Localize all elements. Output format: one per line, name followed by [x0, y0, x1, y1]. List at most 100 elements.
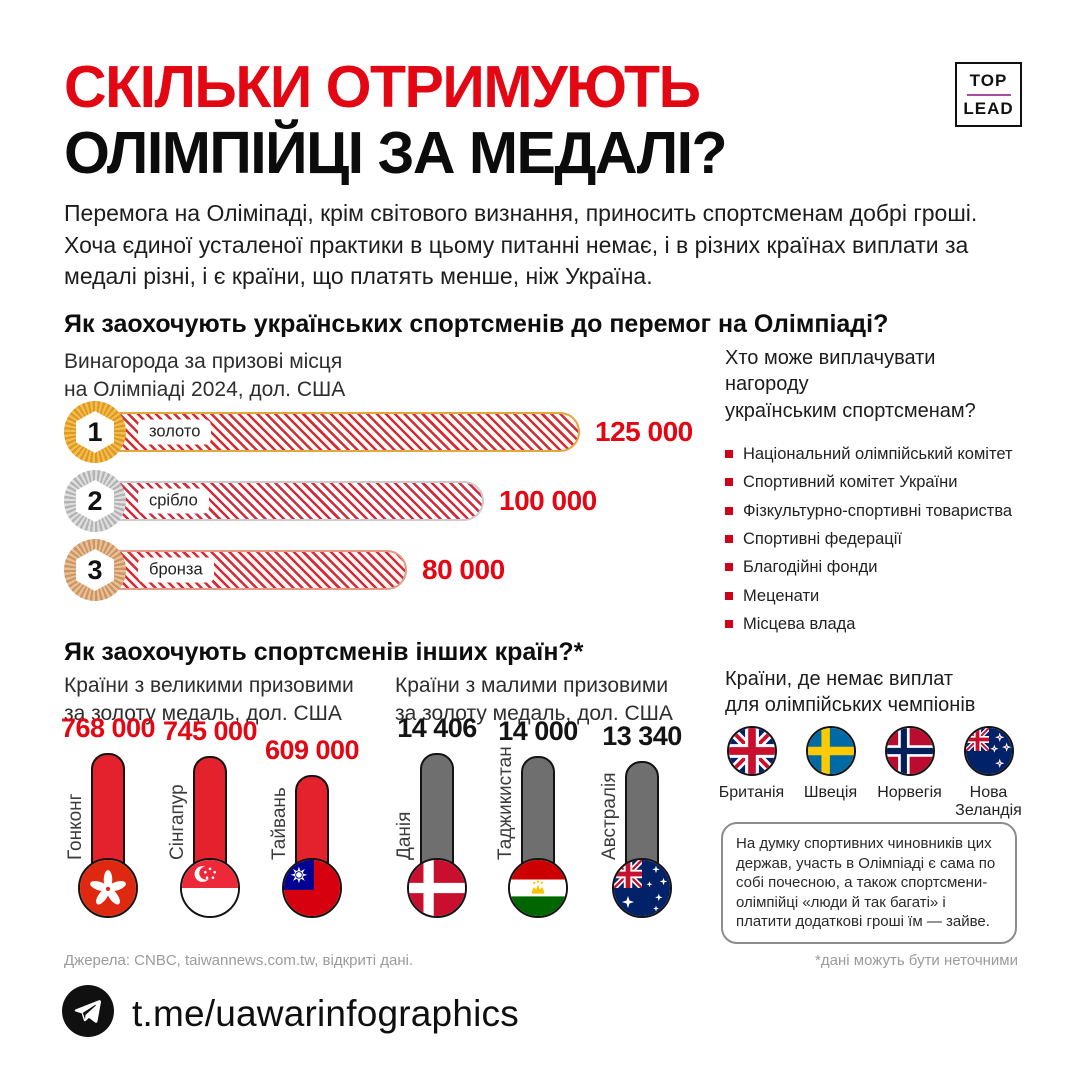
telegram-icon: [62, 985, 114, 1042]
medal-bar-silver: 2 срібло 100 000: [64, 470, 597, 532]
note-box: На думку спортивних чиновників цих держа…: [721, 822, 1017, 944]
singapore-flag-icon: [180, 858, 240, 918]
medal-chart-subtitle: Винагорода за призові місця на Олімпіаді…: [64, 348, 345, 405]
page-title-line1: СКІЛЬКИ ОТРИМУЮТЬ: [64, 54, 701, 120]
medal-chart-subtitle-line1: Винагорода за призові місця: [64, 350, 343, 373]
thermo-country-label: Данія: [394, 811, 415, 860]
payer-label: Фізкультурно-спортивні товариства: [743, 501, 1013, 520]
gold-medal-icon: 1: [64, 401, 126, 463]
bullet-icon: [725, 591, 733, 600]
payer-item: Спортивні федерації: [725, 530, 1021, 549]
silver-bar: срібло: [100, 481, 484, 521]
taiwan-flag-icon: [282, 858, 342, 918]
payer-label: Місцева влада: [743, 615, 856, 634]
thermo-value: 768 000: [60, 713, 156, 743]
gold-bar: золото: [100, 412, 580, 452]
new-zealand-flag-icon: [963, 726, 1014, 776]
payer-item: Національний олімпійський комітет: [725, 445, 1021, 464]
thermo-country-label: Сінгапур: [167, 784, 188, 860]
thermometer-australia: 13 340 Австралія: [582, 700, 702, 960]
bronze-bar-value: 80 000: [422, 554, 505, 585]
thermo-country-label: Тайвань: [269, 787, 290, 860]
small-prizes-subtitle-line1: Країни з малими призовими: [395, 674, 669, 697]
page-title-line2: ОЛІМПІЙЦІ ЗА МЕДАЛІ?: [64, 120, 728, 186]
payers-heading: Хто може виплачувати нагороду українськи…: [725, 345, 1021, 424]
bronze-bar: бронза: [100, 550, 407, 590]
country-label: Нова Зеландія: [955, 784, 1022, 820]
no-payout-heading-line1: Країни, де немає виплат: [725, 668, 954, 690]
denmark-flag-icon: [407, 858, 467, 918]
thermometer-denmark: 14 406 Данія: [377, 700, 497, 960]
bullet-icon: [725, 450, 733, 459]
payers-panel: Хто може виплачувати нагороду українськи…: [725, 345, 1021, 644]
payer-label: Спортивний комітет України: [743, 473, 958, 492]
medal-chart-subtitle-line2: на Олімпіаді 2024, дол. США: [64, 378, 346, 402]
thermo-country-label: Таджикистан: [495, 746, 516, 860]
thermo-value: 609 000: [264, 735, 360, 765]
telegram-handle: t.me/uawarinfographics: [132, 992, 519, 1034]
silver-medal-icon: 2: [64, 470, 126, 532]
bullet-icon: [725, 478, 733, 487]
gold-medal-rank: 1: [76, 411, 114, 453]
silver-bar-value: 100 000: [499, 485, 597, 516]
payer-label: Благодійні фонди: [743, 558, 878, 577]
intro-paragraph: Перемога на Оліміпаді, крім світового ви…: [64, 200, 978, 290]
bronze-bar-label: бронза: [138, 557, 214, 583]
top-lead-logo-divider: [966, 93, 1011, 96]
bullet-icon: [725, 563, 733, 572]
no-payout-heading: Країни, де немає виплат для олімпійських…: [725, 666, 975, 718]
payer-label: Національний олімпійський комітет: [743, 445, 1013, 464]
payer-item: Спортивний комітет України: [725, 474, 1021, 491]
gold-bar-value: 125 000: [595, 416, 693, 447]
silver-bar-label: срібло: [138, 488, 209, 514]
bullet-icon: [725, 506, 733, 515]
australia-flag-icon: [612, 858, 672, 918]
payer-item: Місцева влада: [725, 615, 1021, 634]
payer-item: Меценати: [725, 586, 1021, 605]
section-ukraine-heading: Як заохочують українських спортсменів до…: [64, 310, 889, 338]
payer-label: Меценати: [743, 586, 820, 605]
sources-text: Джерела: CNBC, taiwannews.com.tw, відкри…: [64, 952, 414, 969]
bullet-icon: [725, 620, 733, 629]
thermo-value: 14 000: [498, 716, 578, 746]
medal-bar-gold: 1 золото 125 000: [64, 401, 693, 463]
country-label: Швеція: [803, 784, 858, 801]
big-prizes-subtitle: Країни з великими призовими за золоту ме…: [64, 672, 354, 729]
payers-list: Національний олімпійський комітет Спорти…: [725, 445, 1021, 634]
disclaimer-text: *дані можуть бути неточними: [815, 952, 1018, 969]
bronze-medal-icon: 3: [64, 539, 126, 601]
no-payout-country: Швеція: [791, 726, 870, 821]
top-lead-logo-lead: LEAD: [963, 98, 1014, 118]
thermo-value: 745 000: [162, 716, 258, 746]
payer-item: Благодійні фонди: [725, 559, 1021, 576]
thermo-value: 13 340: [602, 721, 682, 751]
section-other-heading: Як заохочують спортсменів інших країн?*: [64, 638, 584, 666]
tajikistan-flag-icon: [508, 858, 568, 918]
payer-label: Спортивні федерації: [743, 530, 902, 549]
no-payout-country: Нова Зеландія: [949, 726, 1028, 821]
thermo-country-label: Гонконг: [65, 793, 86, 860]
top-lead-logo: TOP LEAD: [955, 62, 1022, 127]
thermometer-hong-kong: 768 000 Гонконг: [48, 700, 168, 960]
payer-item: Фізкультурно-спортивні товариства: [725, 501, 1021, 520]
country-label: Норвегія: [877, 784, 942, 801]
silver-medal-rank: 2: [76, 480, 114, 522]
medal-bar-bronze: 3 бронза 80 000: [64, 539, 505, 601]
no-payout-country: Британія: [712, 726, 791, 821]
big-prizes-subtitle-line2: за золоту медаль, дол. США: [64, 702, 342, 726]
hong-kong-flag-icon: [78, 858, 138, 918]
thermometer-taiwan: 609 000 Тайвань: [252, 700, 372, 960]
sweden-flag-icon: [805, 726, 856, 776]
no-payout-countries: Британія Швеція Норвегія: [712, 726, 1028, 821]
country-label: Британія: [718, 784, 785, 801]
payers-heading-line1: Хто може виплачувати нагороду: [725, 347, 936, 396]
thermo-country-label: Австралія: [599, 772, 620, 861]
bronze-medal-rank: 3: [76, 549, 114, 591]
payers-heading-line2: українським спортсменам?: [725, 399, 976, 422]
small-prizes-subtitle-line2: за золоту медаль, дол. США: [395, 702, 673, 726]
telegram-link[interactable]: t.me/uawarinfographics: [62, 985, 519, 1042]
thermometer-tajikistan: 14 000 Таджикистан: [478, 700, 598, 960]
top-lead-logo-top: TOP: [969, 70, 1008, 90]
norway-flag-icon: [884, 726, 935, 776]
big-prizes-subtitle-line1: Країни з великими призовими: [64, 674, 354, 697]
